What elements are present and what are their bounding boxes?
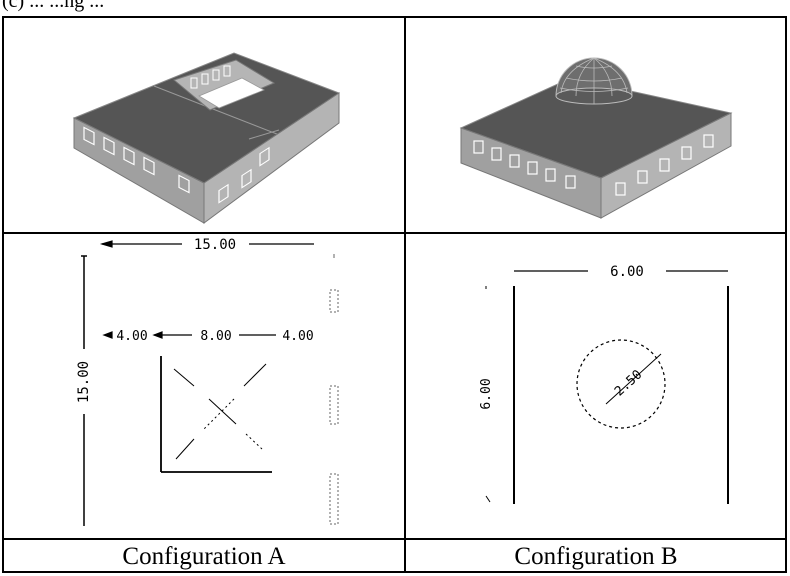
config-a-dim-vertical-label: 15.00 bbox=[76, 361, 92, 403]
config-a-right-marks bbox=[329, 254, 339, 525]
config-b-windows-left bbox=[473, 140, 576, 189]
config-b-plan-drawing: 6.00 6.00 2.50 bbox=[479, 264, 729, 504]
table-divider-vertical bbox=[404, 16, 406, 573]
config-b-3d-model bbox=[459, 57, 733, 219]
config-a-3d-model bbox=[72, 52, 341, 224]
config-b-dome-radius-line bbox=[605, 353, 662, 405]
table-divider-row1 bbox=[2, 232, 787, 234]
config-a-dim-outer-label: 15.00 bbox=[194, 237, 236, 253]
table-divider-row2 bbox=[2, 538, 787, 540]
config-a-wall-right bbox=[203, 92, 340, 224]
config-b-dome bbox=[555, 57, 633, 105]
config-a-dim-row bbox=[102, 331, 276, 339]
config-a-dim-outer bbox=[99, 240, 314, 248]
config-a-courtyard-floor bbox=[198, 77, 265, 109]
config-b-dim-height-label: 6.00 bbox=[479, 378, 494, 409]
config-a-dim-left-label: 4.00 bbox=[116, 329, 147, 344]
config-a-roof-seam-2 bbox=[248, 129, 280, 140]
config-b-dim-height bbox=[485, 286, 491, 503]
config-b-windows-right bbox=[615, 134, 714, 196]
config-a-dim-right-label: 4.00 bbox=[282, 329, 313, 344]
config-b-dim-width-label: 6.00 bbox=[610, 264, 644, 280]
config-a-label: Configuration A bbox=[122, 543, 286, 570]
config-a-dim-mid-label: 8.00 bbox=[200, 329, 231, 344]
config-a-roof-seam bbox=[153, 85, 283, 137]
config-b-wall-right bbox=[600, 112, 732, 219]
config-a-courtyard bbox=[172, 59, 276, 111]
config-a-diagonals bbox=[173, 363, 267, 460]
config-a-plan-drawing: 15.00 15.00 4.00 8.00 4.00 bbox=[76, 237, 339, 526]
config-a-courtyard-walls bbox=[160, 356, 272, 473]
figure-table bbox=[2, 16, 787, 573]
config-a-windows-right bbox=[218, 146, 270, 204]
config-b-walls bbox=[513, 286, 729, 504]
config-b-label: Configuration B bbox=[514, 543, 678, 570]
config-a-windows-left bbox=[83, 126, 190, 194]
figure-caption: (c) ... ...ng ... bbox=[2, 0, 105, 12]
config-b-dome-outline bbox=[576, 339, 666, 429]
config-a-dim-vertical bbox=[81, 255, 87, 526]
